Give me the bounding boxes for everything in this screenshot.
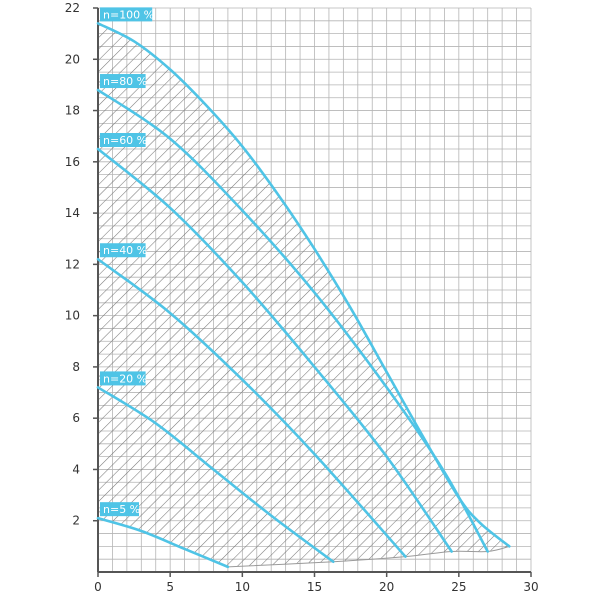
x-tick-label: 25 (451, 580, 466, 594)
x-tick-label: 5 (166, 580, 174, 594)
curve-label-text: n=40 % (103, 244, 147, 257)
curve-label-bg (100, 502, 139, 517)
curve-label-bg (100, 74, 146, 89)
curve-label-text: n=80 % (103, 75, 147, 88)
curve-label-n-100: n=100 % (100, 7, 154, 21)
curve-label-n-5: n=5 % (100, 502, 140, 517)
curve-label-n-60: n=60 % (100, 133, 147, 147)
y-tick-label: 12 (65, 257, 80, 271)
y-tick-label: 22 (65, 1, 80, 15)
curve-label-text: n=60 % (103, 134, 147, 147)
y-tick-label: 18 (65, 104, 80, 118)
y-tick-label: 16 (65, 155, 80, 169)
hatched-operating-area (98, 23, 510, 568)
y-tick-label: 14 (65, 206, 80, 220)
y-tick-label: 6 (72, 411, 80, 425)
hatched-region (98, 23, 510, 567)
speed-curves (96, 22, 511, 569)
curve-label-bg (100, 371, 146, 386)
y-tick-label: 4 (72, 462, 80, 476)
x-tick-label: 20 (379, 580, 394, 594)
curve-labels: n=100 % n=80 % n=60 % n=40 % n=20 % n=5 % (100, 7, 154, 517)
curve-n-80 (96, 88, 489, 553)
y-tick-label: 20 (65, 52, 80, 66)
curve-label-bg (100, 7, 153, 22)
y-tick-label: 8 (72, 360, 80, 374)
curve-label-bg (100, 243, 146, 258)
curve-label-text: n=5 % (103, 503, 140, 516)
x-tick-label: 15 (307, 580, 322, 594)
curve-label-text: n=20 % (103, 372, 147, 385)
x-tick-label: 10 (235, 580, 250, 594)
curve-n-5 (96, 516, 230, 569)
y-tick-label: 10 (65, 309, 80, 323)
curve-label-text: n=100 % (103, 8, 154, 21)
tick-labels: 0 5 10 15 20 25 30 2 4 6 8 10 12 14 16 18 20 22 (65, 1, 539, 594)
curve-label-n-80: n=80 % (100, 74, 147, 89)
x-tick-label: 30 (523, 580, 538, 594)
y-tick-label: 2 (72, 514, 80, 528)
curve-n-60 (96, 147, 453, 553)
curve-label-bg (100, 133, 146, 147)
curve-label-n-40: n=40 % (100, 243, 147, 258)
curve-n-40 (96, 257, 407, 558)
x-tick-label: 0 (94, 580, 102, 594)
curve-label-n-20: n=20 % (100, 371, 147, 386)
axes (93, 7, 532, 577)
curve-n-20 (96, 386, 335, 564)
